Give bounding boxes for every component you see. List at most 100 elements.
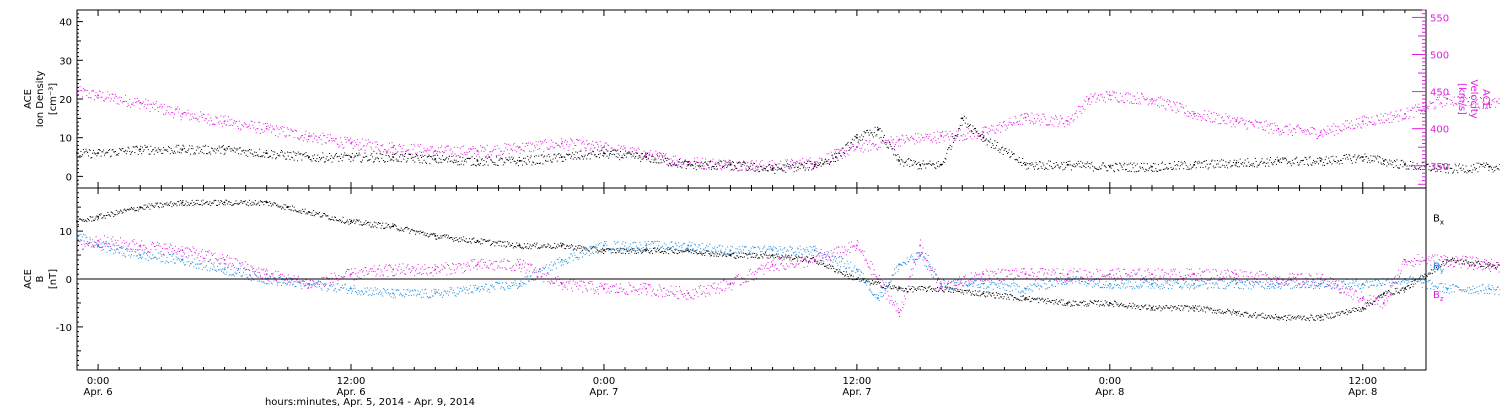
data-point [886, 147, 888, 149]
data-point [613, 149, 615, 151]
data-point [947, 149, 949, 151]
data-point [1079, 166, 1081, 168]
data-point [819, 259, 821, 261]
data-point [501, 153, 503, 155]
data-point [467, 241, 469, 243]
data-point [1424, 166, 1426, 168]
data-point [1123, 164, 1125, 166]
data-point [670, 247, 672, 249]
data-point [229, 119, 231, 121]
data-point [241, 150, 243, 152]
data-point [1384, 159, 1386, 161]
data-point [1010, 293, 1012, 295]
data-point [1062, 299, 1064, 301]
data-point [551, 161, 553, 163]
data-point [1055, 162, 1057, 164]
data-point [825, 265, 827, 267]
data-point [1361, 160, 1363, 162]
data-point [904, 141, 906, 143]
data-point [996, 145, 998, 147]
data-point [307, 154, 309, 156]
data-point [952, 136, 954, 138]
data-point [81, 219, 83, 221]
data-point [237, 203, 239, 205]
data-point [564, 247, 566, 249]
data-point [710, 161, 712, 163]
data-point [643, 249, 645, 251]
data-point [415, 233, 417, 235]
data-point [990, 129, 992, 131]
data-point [139, 108, 141, 110]
data-point [663, 161, 665, 163]
data-point [91, 156, 93, 158]
data-point [753, 162, 755, 164]
data-point [349, 155, 351, 157]
data-point [697, 253, 699, 255]
data-point [733, 256, 735, 258]
data-point [313, 154, 315, 156]
data-point [899, 286, 901, 288]
data-point [1180, 161, 1182, 163]
data-point [1302, 131, 1304, 133]
data-point [629, 250, 631, 252]
data-point [625, 156, 627, 158]
data-point [112, 94, 114, 96]
data-point [1438, 96, 1440, 98]
data-point [457, 239, 459, 241]
data-point [114, 94, 116, 96]
data-point [192, 148, 194, 150]
data-point [1264, 129, 1266, 131]
data-point [1066, 304, 1068, 306]
data-point [521, 248, 523, 250]
data-point [1380, 113, 1382, 115]
data-point [96, 215, 98, 217]
data-point [170, 147, 172, 149]
data-point [505, 157, 507, 159]
data-point [793, 167, 795, 169]
data-point [302, 154, 304, 156]
data-point [778, 256, 780, 258]
data-point [197, 199, 199, 201]
data-point [750, 161, 752, 163]
data-point [283, 156, 285, 158]
data-point [141, 153, 143, 155]
data-point [899, 145, 901, 147]
data-point [1039, 161, 1041, 163]
data-point [354, 155, 356, 157]
data-point [318, 137, 320, 139]
data-point [914, 288, 916, 290]
data-point [1238, 121, 1240, 123]
data-point [862, 279, 864, 281]
data-point [850, 274, 852, 276]
data-point [1092, 96, 1094, 98]
data-point [473, 163, 475, 165]
data-point [1172, 110, 1174, 112]
data-point [685, 168, 687, 170]
data-point [1485, 162, 1487, 164]
data-point [398, 160, 400, 162]
data-point [592, 246, 594, 248]
data-point [650, 251, 652, 253]
data-point [1043, 301, 1045, 303]
data-point [549, 159, 551, 161]
data-point [1393, 115, 1395, 117]
data-point [1269, 159, 1271, 161]
data-point [973, 133, 975, 135]
data-point [729, 163, 732, 166]
data-point [1010, 121, 1012, 123]
data-point [1007, 124, 1009, 126]
data-point [965, 139, 967, 141]
data-point [281, 128, 283, 130]
data-point [1012, 124, 1014, 126]
data-point [224, 152, 226, 154]
data-point [1173, 102, 1175, 104]
data-point [366, 155, 368, 157]
data-point [1428, 105, 1430, 107]
data-point [594, 247, 596, 249]
data-point [775, 164, 777, 166]
data-point [1024, 116, 1027, 119]
data-point [964, 135, 966, 137]
data-point [124, 100, 126, 102]
data-point [1115, 92, 1117, 94]
